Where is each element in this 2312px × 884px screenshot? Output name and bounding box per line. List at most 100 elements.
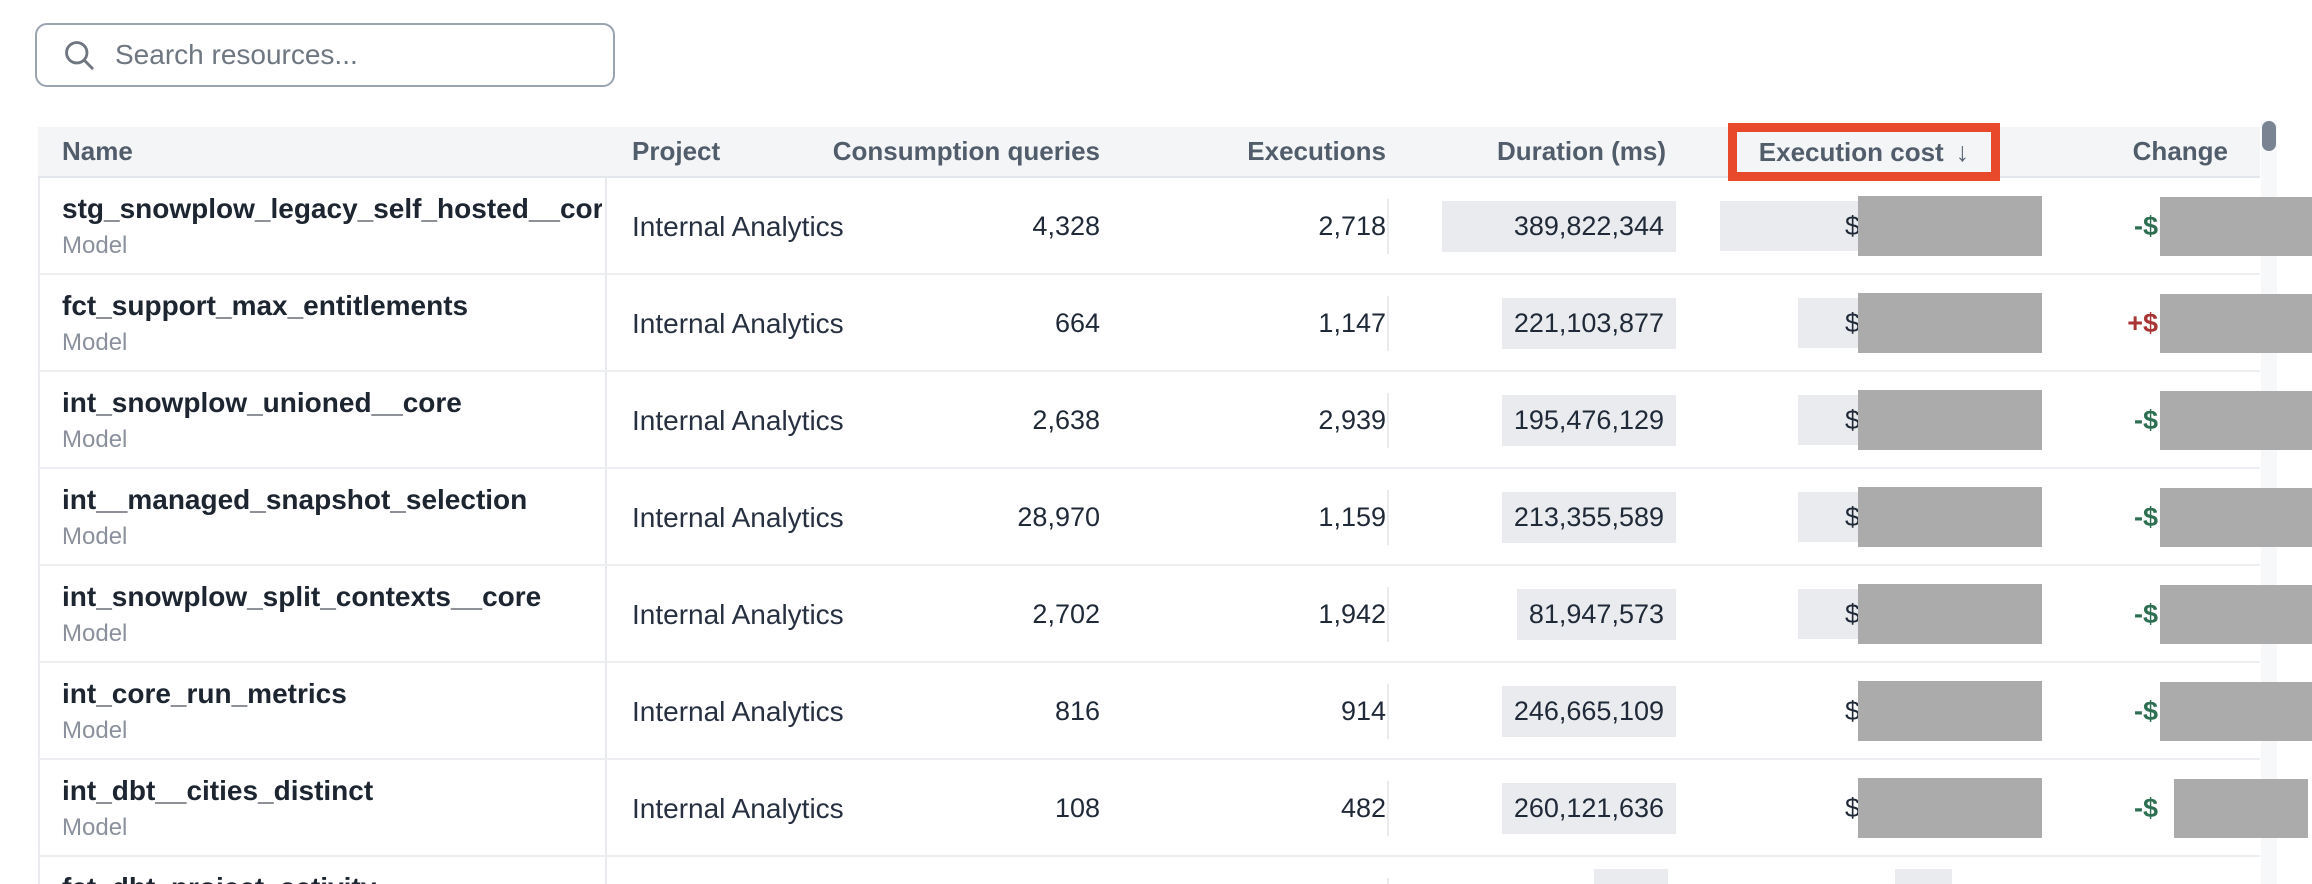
executions-value: 914 <box>1340 696 1386 726</box>
execution-cost-cell: $ <box>0 663 2312 760</box>
redaction-block-cost <box>1858 584 2042 644</box>
duration-value: 246,665,109 <box>1501 686 1676 737</box>
cost-highlight: $ <box>1798 589 1862 639</box>
dollar-prefix: $ <box>1844 792 1860 823</box>
resource-type-label: Model <box>62 523 128 550</box>
resource-type-label: Model <box>62 329 128 356</box>
column-edge-tick <box>1387 490 1389 545</box>
resource-type-label: Model <box>62 232 128 259</box>
resource-name[interactable]: int__managed_snapshot_selection <box>62 484 528 515</box>
column-edge-tick <box>1387 393 1389 448</box>
resource-name[interactable]: stg_snowplow_legacy_self_hosted__cor... <box>62 193 602 224</box>
column-header-consumption-queries[interactable]: Consumption queries <box>832 136 1100 166</box>
table-row[interactable]: int_core_run_metrics Model Internal Anal… <box>0 663 2312 760</box>
duration-cell: 195,476,129 <box>1376 372 1676 469</box>
search-placeholder: Search resources... <box>115 39 358 70</box>
executions-cell: 2,718 <box>1086 178 1389 275</box>
execution-cost-cell: $ <box>0 178 2312 275</box>
duration-value: 389,822,344 <box>1441 201 1676 252</box>
change-sign: -$ <box>2133 599 2158 629</box>
duration-value: 260,121,636 <box>1501 783 1676 834</box>
duration-value: 195,476,129 <box>1501 395 1676 446</box>
column-edge-tick <box>1387 587 1389 642</box>
consumption-queries-cell: 2,638 <box>1032 405 1100 435</box>
redaction-block-cost <box>1858 390 2042 450</box>
executions-cell: 1,147 <box>1086 275 1389 372</box>
redaction-block-change <box>2160 294 2312 353</box>
executions-value: 482 <box>1340 793 1386 823</box>
execution-cost-cell: $ <box>0 372 2312 469</box>
duration-value: 221,103,877 <box>1501 298 1676 349</box>
change-cell: -$ <box>0 178 2312 275</box>
name-cell: fct_dbt_project_activity <box>62 857 602 884</box>
redaction-block-change <box>2160 391 2312 450</box>
table-header: Name Project Consumption queries Executi… <box>38 123 2260 181</box>
table-row[interactable]: fct_dbt_project_activity <box>0 857 2312 884</box>
resource-type-label: Model <box>62 717 128 744</box>
execution-cost-cell <box>0 857 2312 884</box>
redaction-block-cost <box>1858 196 2042 256</box>
duration-value <box>1594 869 1668 884</box>
column-header-duration[interactable]: Duration (ms) <box>1497 136 1666 166</box>
column-header-execution-cost[interactable]: Execution cost ↓ <box>1728 123 2000 181</box>
resource-name[interactable]: int_dbt__cities_distinct <box>62 775 374 806</box>
table-row[interactable]: int_dbt__cities_distinct Model Internal … <box>0 760 2312 857</box>
duration-cell: 246,665,109 <box>1376 663 1676 760</box>
change-cell: -$ <box>0 663 2312 760</box>
consumption-queries-cell: 816 <box>1054 696 1100 726</box>
executions-value: 2,939 <box>1318 405 1386 435</box>
table-row[interactable]: fct_support_max_entitlements Model Inter… <box>0 275 2312 372</box>
column-header-project[interactable]: Project <box>632 136 721 166</box>
duration-cell: 260,121,636 <box>1376 760 1676 857</box>
project-cell: Internal Analytics <box>632 695 844 727</box>
column-header-name[interactable]: Name <box>62 136 133 166</box>
change-sign: -$ <box>2133 502 2158 532</box>
table-body: stg_snowplow_legacy_self_hosted__cor... … <box>0 178 2312 884</box>
project-cell: Internal Analytics <box>632 501 844 533</box>
table-row[interactable]: stg_snowplow_legacy_self_hosted__cor... … <box>0 178 2312 275</box>
resource-type-label: Model <box>62 620 128 647</box>
resource-name[interactable]: fct_dbt_project_activity <box>62 871 602 884</box>
dollar-prefix: $ <box>1844 404 1860 435</box>
cost-highlight: $ <box>1798 686 1862 736</box>
redaction-block-cost <box>1858 293 2042 353</box>
change-sign: -$ <box>2133 211 2158 241</box>
executions-cell: 482 <box>1086 760 1389 857</box>
consumption-queries-cell: 664 <box>1054 308 1100 338</box>
executions-cell: 1,942 <box>1086 566 1389 663</box>
duration-value: 213,355,589 <box>1501 492 1676 543</box>
dollar-prefix: $ <box>1844 307 1860 338</box>
dollar-prefix: $ <box>1844 501 1860 532</box>
execution-cost-cell: $ <box>0 566 2312 663</box>
table-row[interactable]: int_snowplow_split_contexts__core Model … <box>0 566 2312 663</box>
cost-highlight: $ <box>1720 201 1862 251</box>
search-input[interactable]: Search resources... <box>35 23 615 87</box>
redaction-block-change <box>2160 682 2312 741</box>
column-header-executions[interactable]: Executions <box>1247 136 1386 166</box>
project-cell: Internal Analytics <box>632 792 844 824</box>
resource-type-label: Model <box>62 426 128 453</box>
scrollbar-thumb[interactable] <box>2262 121 2276 151</box>
table-row[interactable]: int_snowplow_unioned__core Model Interna… <box>0 372 2312 469</box>
change-cell: -$ <box>0 372 2312 469</box>
resource-type-label: Model <box>62 814 128 841</box>
project-cell: Internal Analytics <box>632 210 844 242</box>
change-cell: +$ <box>0 275 2312 372</box>
column-header-change[interactable]: Change <box>2132 136 2228 166</box>
resource-name[interactable]: int_snowplow_split_contexts__core <box>62 581 542 612</box>
executions-value: 1,159 <box>1318 502 1386 532</box>
name-cell: int_snowplow_unioned__core Model <box>62 372 602 469</box>
resource-name[interactable]: int_core_run_metrics <box>62 678 347 709</box>
executions-value: 2,718 <box>1318 211 1386 241</box>
executions-value: 1,942 <box>1318 599 1386 629</box>
sort-descending-icon[interactable]: ↓ <box>1955 136 1970 167</box>
resource-name[interactable]: fct_support_max_entitlements <box>62 290 469 321</box>
duration-cell: 213,355,589 <box>1376 469 1676 566</box>
project-cell: Internal Analytics <box>632 307 844 339</box>
name-cell: stg_snowplow_legacy_self_hosted__cor... … <box>62 178 602 275</box>
consumption-queries-cell: 108 <box>1054 793 1100 823</box>
resource-name[interactable]: int_snowplow_unioned__core <box>62 387 462 418</box>
table-row[interactable]: int__managed_snapshot_selection Model In… <box>0 469 2312 566</box>
redaction-block-change <box>2160 488 2312 547</box>
